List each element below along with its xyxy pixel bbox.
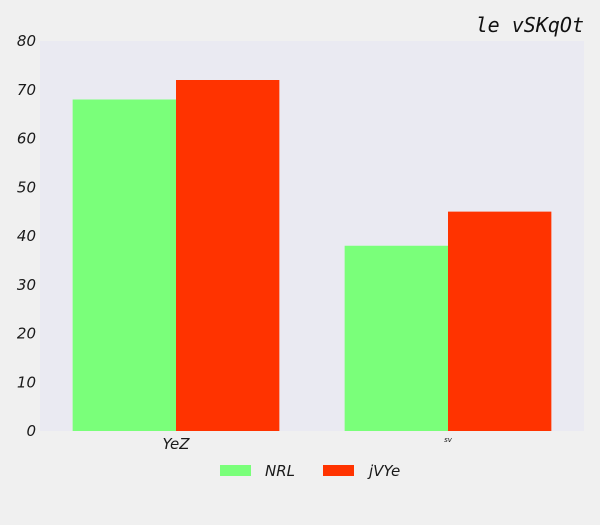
y-tick-label: 40 (17, 227, 36, 245)
bar-jvye-2 (448, 211, 552, 431)
x-tick-label: YeZ (162, 435, 190, 453)
legend-swatch (323, 465, 354, 476)
y-tick-label: 20 (17, 325, 36, 343)
legend-label: NRL (265, 462, 295, 480)
x-axis: YeZ sv (162, 435, 452, 453)
x-tick-label: sv (444, 436, 453, 444)
bar-nrl-1 (72, 99, 176, 431)
legend-label: jVYe (367, 462, 400, 480)
y-tick-label: 0 (26, 422, 36, 440)
y-axis: 0 10 20 30 40 50 60 70 80 (17, 32, 36, 440)
y-tick-label: 50 (17, 178, 36, 196)
y-tick-label: 80 (17, 32, 36, 50)
y-tick-label: 30 (17, 276, 36, 294)
legend: NRL jVYe (220, 462, 400, 480)
y-tick-label: 70 (17, 81, 36, 99)
bar-nrl-2 (344, 245, 448, 431)
y-tick-label: 10 (17, 373, 36, 391)
bar-jvye-1 (176, 80, 280, 431)
legend-swatch (220, 465, 251, 476)
y-tick-label: 60 (17, 130, 36, 148)
chart-title: le vSKqOt (476, 13, 584, 37)
bars (72, 80, 552, 431)
